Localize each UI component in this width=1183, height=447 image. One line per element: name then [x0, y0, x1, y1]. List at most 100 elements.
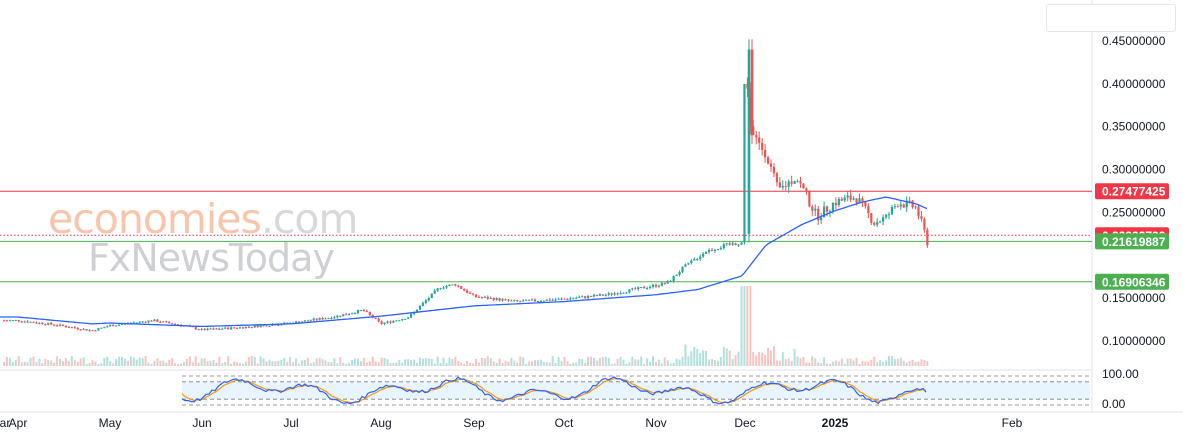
candle-body	[569, 298, 572, 300]
volume-bar	[849, 358, 852, 366]
volume-bar	[339, 357, 342, 366]
volume-bar	[607, 357, 610, 366]
candle-body	[336, 315, 339, 318]
volume-bar	[516, 362, 519, 366]
candle-body	[896, 206, 899, 208]
candle-body	[23, 321, 26, 323]
time-tick-label: Feb	[1002, 416, 1023, 430]
candle-body	[858, 198, 861, 203]
volume-bar	[923, 360, 926, 366]
volume-bar	[73, 360, 76, 366]
volume-bar	[174, 363, 177, 366]
candle-body	[495, 298, 498, 301]
volume-bar	[466, 360, 469, 366]
candle-body	[846, 195, 849, 198]
candle-body	[306, 320, 309, 322]
volume-bar	[472, 363, 475, 366]
volume-bar	[342, 362, 345, 366]
candle-body	[418, 305, 422, 310]
candle-body	[516, 300, 519, 302]
candle-body	[566, 298, 569, 300]
volume-bar	[890, 356, 893, 366]
candle-body	[227, 327, 230, 330]
volume-bar	[501, 362, 504, 366]
candle-body	[174, 324, 177, 326]
volume-bar	[778, 360, 781, 366]
candle-body	[318, 318, 321, 320]
candle-body	[808, 191, 811, 207]
candle-body	[424, 300, 427, 303]
candle-body	[837, 198, 840, 206]
volume-bar	[38, 358, 41, 366]
candle-body	[342, 314, 345, 317]
candle-body	[448, 284, 451, 286]
volume-bar	[371, 356, 374, 366]
candle-body	[365, 310, 368, 312]
volume-bar	[483, 358, 486, 366]
volume-bar	[708, 359, 711, 366]
candle-body	[132, 322, 135, 324]
candle-body	[486, 296, 489, 299]
volume-bar	[480, 357, 483, 366]
candle-body-spike	[747, 49, 751, 234]
volume-bar	[761, 352, 764, 366]
candle-body	[244, 326, 247, 329]
volume-bar	[70, 356, 73, 366]
candle-body	[312, 318, 315, 321]
volume-bar	[256, 363, 259, 366]
candle-body	[902, 204, 905, 208]
candle-body	[265, 325, 268, 327]
volume-bar	[522, 357, 525, 366]
candle-body	[905, 200, 908, 208]
candle-body	[153, 319, 156, 322]
volume-bar	[330, 362, 333, 366]
volume-bar	[227, 356, 230, 366]
volume-bar	[451, 359, 454, 366]
candle-body	[761, 142, 764, 150]
candle-body	[380, 321, 383, 325]
level-badge	[1095, 183, 1169, 200]
candle-body	[755, 135, 758, 138]
candle-body	[672, 275, 675, 282]
top-toolbar-box[interactable]	[1046, 4, 1176, 32]
volume-bar	[908, 361, 911, 366]
volume-bar	[675, 358, 678, 366]
volume-bar	[448, 357, 451, 366]
volume-bar	[870, 359, 873, 366]
volume-bar	[171, 358, 174, 366]
volume-bar	[463, 363, 466, 366]
volume-bar	[705, 351, 708, 366]
candle-body	[56, 325, 59, 327]
volume-bar	[861, 360, 864, 366]
volume-bar	[888, 356, 890, 366]
volume-bar	[11, 362, 14, 366]
volume-bar	[454, 356, 457, 366]
candle-body	[563, 298, 566, 300]
volume-bar	[424, 358, 427, 366]
volume-bar	[855, 357, 858, 366]
volume-bar	[469, 362, 472, 366]
volume-bar	[112, 363, 115, 366]
time-tick-label: 2025	[822, 416, 849, 430]
volume-bar	[831, 361, 834, 366]
candle-body	[710, 249, 714, 251]
volume-bar	[622, 359, 625, 366]
volume-bar	[728, 350, 731, 366]
candle-body	[247, 326, 250, 328]
candle-body	[32, 321, 35, 323]
candle-body	[61, 324, 65, 326]
volume-bar	[625, 363, 628, 366]
candle-body	[646, 288, 649, 290]
time-tick-label: May	[99, 416, 122, 430]
volume-bar	[873, 356, 876, 366]
volume-bar	[775, 360, 778, 366]
volume-bar	[41, 363, 44, 366]
volume-bar	[885, 360, 888, 366]
volume-bar	[303, 360, 306, 366]
volume-bar	[510, 357, 513, 366]
candle-body	[427, 298, 430, 301]
candle-body	[681, 266, 684, 273]
candle-body	[321, 318, 324, 320]
